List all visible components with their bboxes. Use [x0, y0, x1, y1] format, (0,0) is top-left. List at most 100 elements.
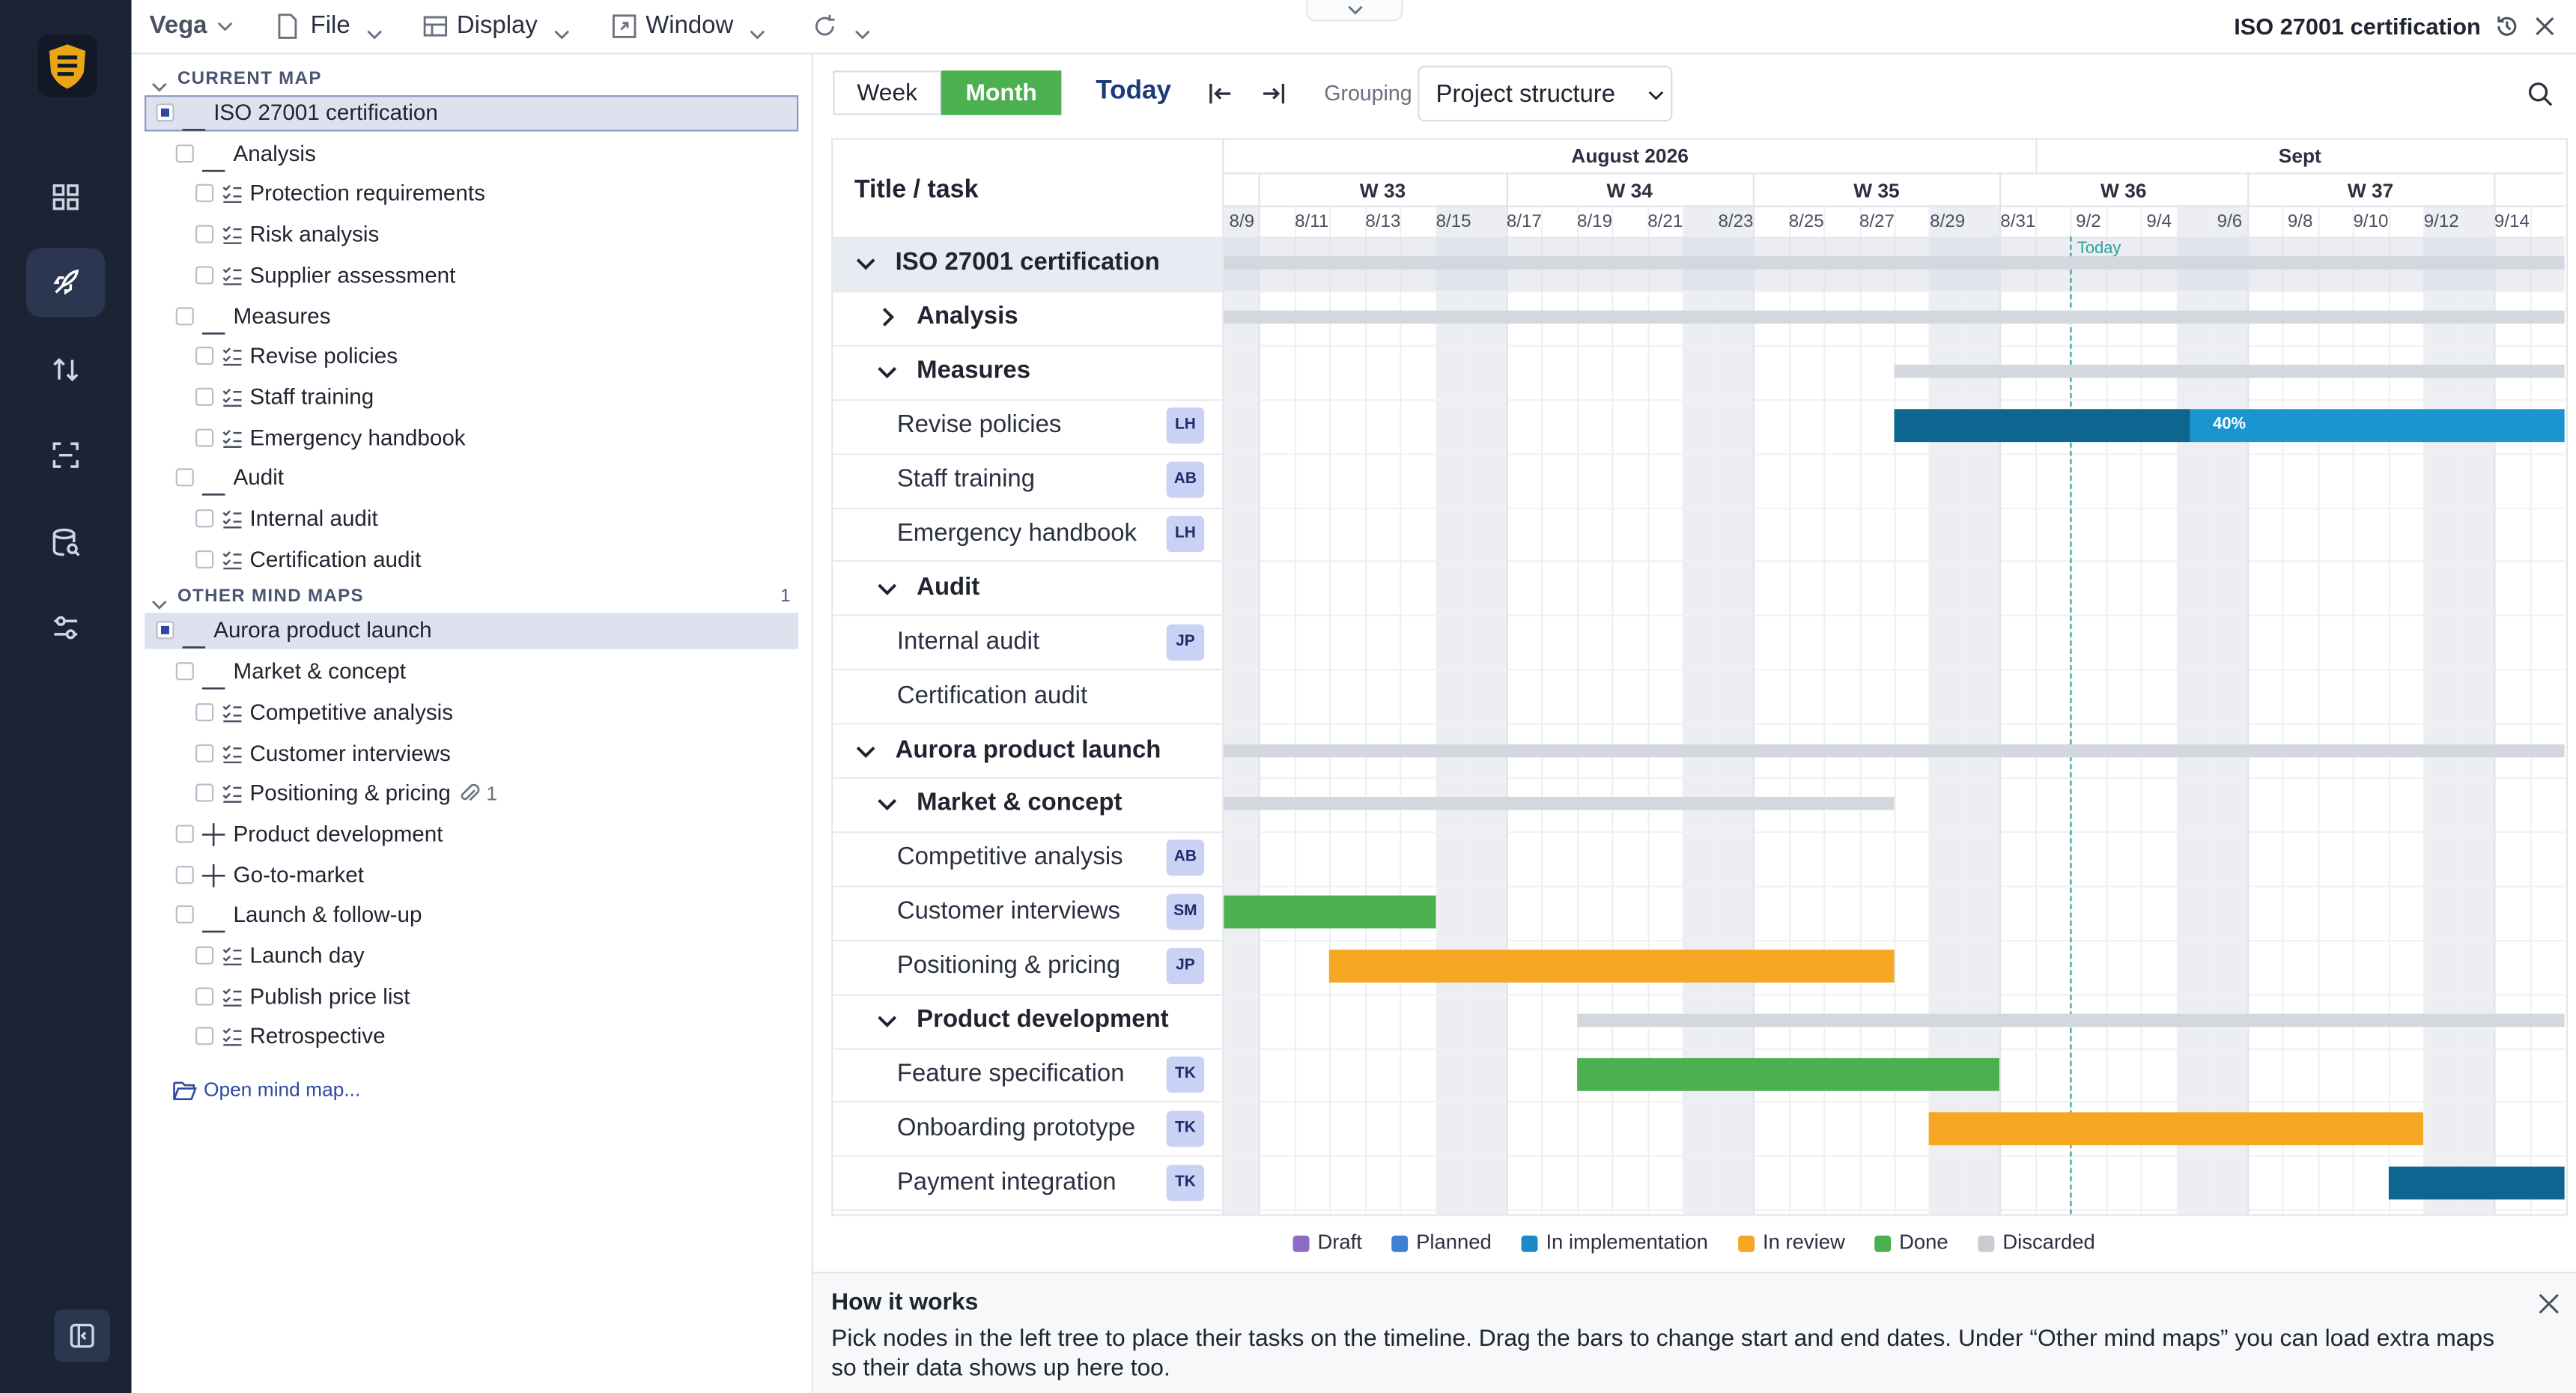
node-checkbox[interactable]	[195, 428, 214, 446]
close-icon[interactable]	[2533, 15, 2557, 38]
node-checkbox[interactable]	[195, 783, 214, 803]
collapse-toggle[interactable]	[878, 795, 899, 824]
row-line	[833, 506, 1223, 509]
tree-node-label[interactable]: Analysis	[233, 140, 316, 166]
row-line	[1224, 560, 2565, 563]
tree-node-label[interactable]: Protection requirements	[249, 181, 485, 207]
tree-node-label[interactable]: Revise policies	[249, 343, 398, 368]
node-checkbox[interactable]	[195, 702, 214, 721]
collapse-toggle[interactable]	[856, 740, 878, 769]
task-bar[interactable]	[1929, 1111, 2424, 1145]
timeline-icon[interactable]	[51, 268, 80, 297]
go-end-icon[interactable]	[1260, 81, 1287, 107]
history-icon[interactable]	[2494, 13, 2520, 40]
collapse-toggle[interactable]	[878, 578, 899, 607]
tree-node-label[interactable]: Launch day	[249, 943, 365, 968]
tree-node-label[interactable]: Supplier assessment	[249, 262, 456, 288]
node-checkbox[interactable]	[195, 347, 214, 365]
collapse-sidebar-button[interactable]	[54, 1309, 110, 1362]
node-checkbox[interactable]	[175, 144, 194, 163]
tree-node-label[interactable]: ISO 27001 certification	[213, 100, 438, 125]
row-line	[833, 398, 1223, 401]
node-checkbox[interactable]	[195, 387, 214, 406]
search-icon[interactable]	[2527, 81, 2553, 107]
top-tab[interactable]	[1306, 0, 1403, 22]
node-checkbox[interactable]	[175, 865, 194, 884]
tree-node-label[interactable]: Certification audit	[249, 546, 422, 571]
node-checkbox[interactable]	[195, 946, 214, 965]
node-checkbox[interactable]	[195, 225, 214, 243]
tree-node-label[interactable]: Audit	[233, 465, 285, 491]
row-line	[833, 615, 1223, 617]
tree-node-label[interactable]: Market & concept	[233, 658, 406, 684]
node-checkbox[interactable]	[156, 622, 174, 640]
tree-node-label[interactable]: Risk analysis	[249, 222, 380, 247]
active-nav-background	[26, 248, 106, 318]
task-bar[interactable]	[2388, 1166, 2565, 1199]
dashboard-icon[interactable]	[51, 183, 80, 212]
node-checkbox[interactable]	[175, 825, 194, 843]
expand-toggle[interactable]	[878, 308, 899, 337]
tree-node-label[interactable]: Aurora product launch	[213, 618, 432, 643]
sort-icon[interactable]	[51, 355, 80, 384]
menu-item[interactable]: File	[310, 11, 350, 40]
day-line	[1329, 205, 1331, 1215]
tree-node-label[interactable]: Product development	[233, 821, 443, 846]
tree-node-label[interactable]: Staff training	[249, 384, 374, 410]
scan-icon[interactable]	[51, 440, 80, 470]
open-mind-map-link[interactable]: Open mind map...	[204, 1078, 361, 1102]
view-button[interactable]: Month	[941, 70, 1062, 115]
tree-node-label[interactable]: Positioning & pricing	[249, 780, 451, 806]
settings-icon[interactable]	[51, 613, 80, 642]
month-label: August 2026	[1571, 145, 1689, 168]
task-bar[interactable]	[1329, 950, 1895, 983]
node-checkbox[interactable]	[195, 265, 214, 285]
node-checkbox[interactable]	[175, 306, 194, 325]
collapse-toggle[interactable]	[856, 254, 878, 283]
today-button[interactable]: Today	[1096, 77, 1172, 106]
view-button[interactable]: Week	[833, 70, 942, 115]
node-checkbox[interactable]	[175, 905, 194, 924]
task-bar[interactable]	[1894, 409, 2565, 443]
collapse-toggle[interactable]	[878, 1010, 899, 1040]
menu-item[interactable]: Display	[456, 11, 538, 40]
node-checkbox[interactable]	[156, 103, 174, 122]
tree-node-label[interactable]: Measures	[233, 303, 331, 328]
row-line	[1224, 291, 2565, 293]
task-bar[interactable]	[1224, 896, 1436, 929]
node-checkbox[interactable]	[195, 743, 214, 762]
node-checkbox[interactable]	[195, 509, 214, 528]
legend-swatch	[1978, 1235, 1995, 1252]
task-bar[interactable]	[1576, 1057, 2000, 1091]
tree-node-label[interactable]: Publish price list	[249, 983, 410, 1009]
help-close[interactable]	[2539, 1293, 2560, 1315]
tree-node-label[interactable]: Competitive analysis	[249, 699, 454, 725]
section-title: OTHER MIND MAPS	[177, 587, 364, 607]
app-menu[interactable]: Vega	[149, 11, 207, 40]
node-checkbox[interactable]	[175, 468, 194, 488]
node-checkbox[interactable]	[195, 1028, 214, 1046]
summary-bar	[1224, 797, 1895, 811]
help-text: Pick nodes in the left tree to place the…	[831, 1326, 2495, 1383]
collapse-toggle[interactable]	[878, 362, 899, 391]
tree-node-label[interactable]: Retrospective	[249, 1024, 386, 1049]
tree-node-label[interactable]: Emergency handbook	[249, 425, 466, 450]
node-checkbox[interactable]	[195, 550, 214, 568]
tree-node-label[interactable]: Customer interviews	[249, 740, 451, 765]
week-label: W 36	[2100, 179, 2147, 202]
menu-item[interactable]: Window	[645, 11, 734, 40]
assignee-badge: TK	[1166, 1056, 1205, 1093]
node-checkbox[interactable]	[195, 184, 214, 203]
node-checkbox[interactable]	[175, 662, 194, 681]
day-line	[2529, 205, 2531, 1215]
day-line	[1859, 205, 1861, 1215]
database-icon[interactable]	[51, 527, 80, 556]
x-tick-label: 9/8	[2287, 212, 2313, 232]
go-start-icon[interactable]	[1208, 81, 1234, 107]
tree-node-label[interactable]: Go-to-market	[233, 861, 365, 887]
tree-node-label[interactable]: Launch & follow-up	[233, 902, 422, 927]
tree-node-label[interactable]: Internal audit	[249, 506, 378, 531]
node-checkbox[interactable]	[195, 986, 214, 1005]
day-line	[1823, 205, 1826, 1215]
grouping-select[interactable]: Project structure	[1418, 65, 1673, 122]
